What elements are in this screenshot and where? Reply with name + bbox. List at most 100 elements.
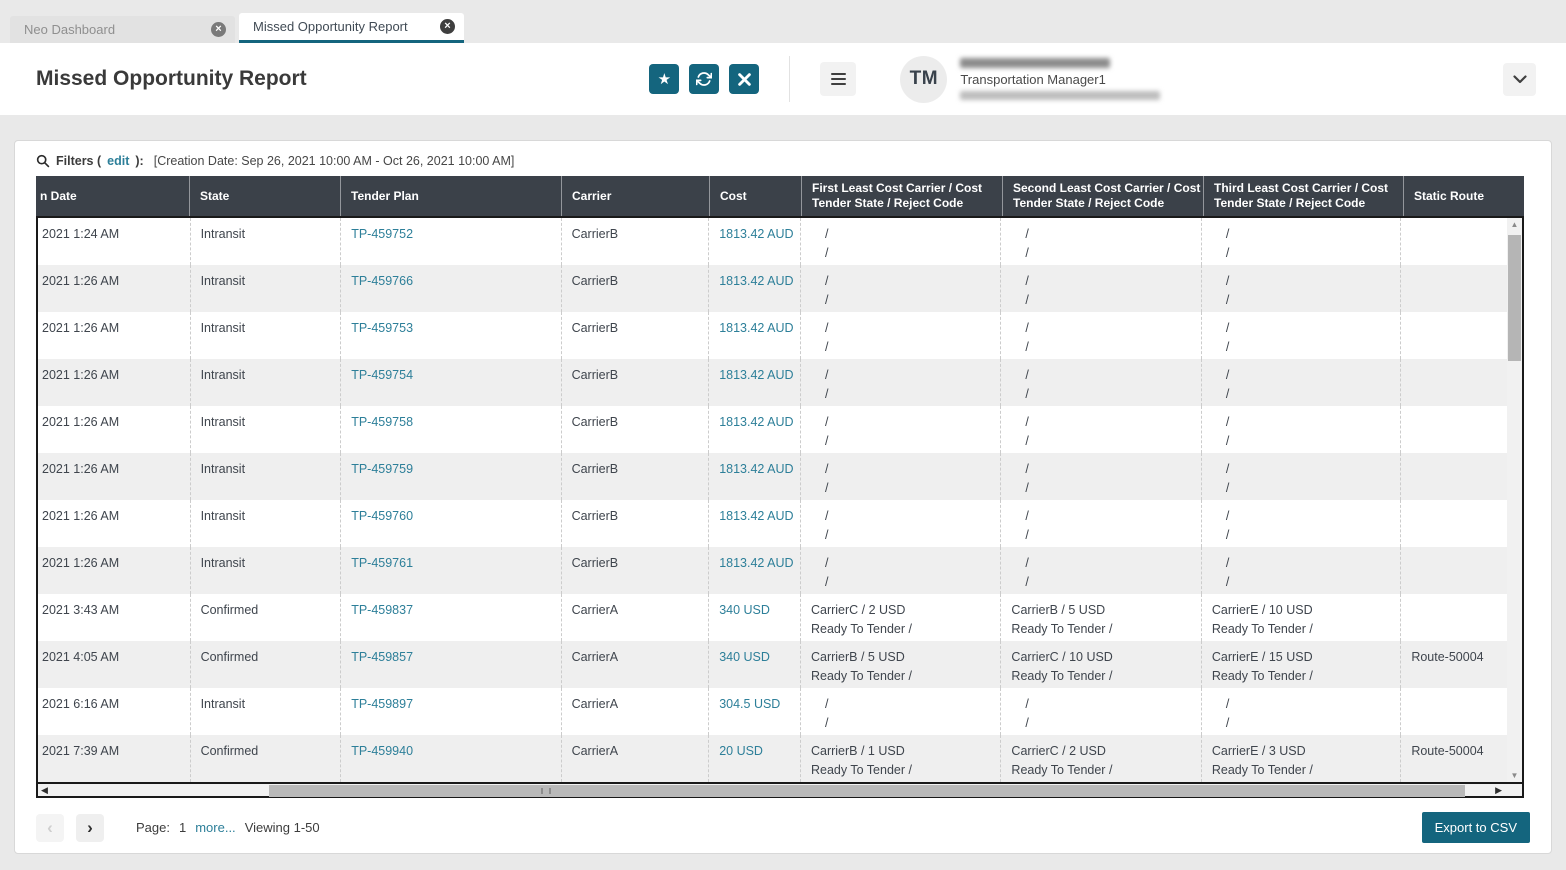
horizontal-scrollbar-thumb[interactable]	[269, 785, 1465, 797]
tab-bar: Neo Dashboard × Missed Opportunity Repor…	[0, 0, 1566, 43]
scroll-up-icon[interactable]: ▲	[1507, 220, 1522, 229]
cost-link[interactable]: 1813.42 AUD	[719, 460, 790, 479]
cell-third: CarrierE / 3 USDReady To Tender /	[1202, 735, 1401, 782]
cell-date: 2021 1:26 AM	[38, 500, 191, 547]
tender_plan-link[interactable]: TP-459857	[351, 648, 550, 667]
cell-third: //	[1202, 688, 1401, 735]
tab-missed-opportunity-report[interactable]: Missed Opportunity Report ×	[239, 13, 464, 43]
cell-cost[interactable]: 1813.42 AUD	[709, 265, 801, 312]
cell-cost[interactable]: 1813.42 AUD	[709, 406, 801, 453]
cell-date: 2021 6:16 AM	[38, 688, 191, 735]
header-divider	[789, 56, 790, 102]
next-page-button[interactable]: ›	[76, 814, 104, 842]
filters-edit-link[interactable]: edit	[107, 154, 129, 168]
pagination-info: Page: 1 more... Viewing 1-50	[136, 820, 320, 835]
tender_plan-link[interactable]: TP-459754	[351, 366, 550, 385]
tender_plan-link[interactable]: TP-459752	[351, 225, 550, 244]
cell-tender_plan[interactable]: TP-459753	[341, 312, 561, 359]
tender_plan-link[interactable]: TP-459761	[351, 554, 550, 573]
cell-third: CarrierE / 10 USDReady To Tender /	[1202, 594, 1401, 641]
cell-tender_plan[interactable]: TP-459758	[341, 406, 561, 453]
cell-cost[interactable]: 1813.42 AUD	[709, 453, 801, 500]
cell-second: //	[1001, 406, 1201, 453]
tender_plan-link[interactable]: TP-459940	[351, 742, 550, 761]
tab-close-icon[interactable]: ×	[440, 19, 455, 34]
cell-tender_plan[interactable]: TP-459754	[341, 359, 561, 406]
user-menu-button[interactable]	[1503, 63, 1536, 96]
report-card: Filters (edit): [Creation Date: Sep 26, …	[14, 140, 1552, 854]
favorite-star-icon: ★	[658, 70, 671, 88]
tender_plan-link[interactable]: TP-459837	[351, 601, 550, 620]
cell-cost[interactable]: 1813.42 AUD	[709, 359, 801, 406]
cell-first: CarrierB / 1 USDReady To Tender /	[801, 735, 1001, 782]
tender_plan-link[interactable]: TP-459759	[351, 460, 550, 479]
avatar[interactable]: TM	[900, 56, 947, 103]
cell-state: Intransit	[191, 218, 342, 265]
top-bar: Missed Opportunity Report ★ TM Transport…	[0, 43, 1566, 115]
scroll-right-icon[interactable]: ▶	[1495, 784, 1502, 796]
cost-link[interactable]: 340 USD	[719, 648, 790, 667]
more-pages-link[interactable]: more...	[195, 820, 235, 835]
scroll-left-icon[interactable]: ◀	[41, 784, 48, 796]
favorite-button[interactable]: ★	[649, 64, 679, 94]
cell-second: //	[1001, 218, 1201, 265]
cost-link[interactable]: 1813.42 AUD	[719, 319, 790, 338]
tender_plan-link[interactable]: TP-459760	[351, 507, 550, 526]
cell-cost[interactable]: 20 USD	[709, 735, 801, 782]
cost-link[interactable]: 1813.42 AUD	[719, 225, 790, 244]
vertical-scrollbar-thumb[interactable]	[1508, 235, 1521, 361]
cell-first: //	[801, 406, 1001, 453]
cell-tender_plan[interactable]: TP-459897	[341, 688, 561, 735]
cost-link[interactable]: 1813.42 AUD	[719, 554, 790, 573]
tab-close-icon[interactable]: ×	[211, 22, 226, 37]
cost-link[interactable]: 20 USD	[719, 742, 790, 761]
cell-carrier: CarrierA	[562, 688, 710, 735]
user-info: Transportation Manager1	[960, 58, 1160, 100]
tab-neo-dashboard[interactable]: Neo Dashboard ×	[10, 16, 235, 43]
cell-first: //	[801, 453, 1001, 500]
cell-tender_plan[interactable]: TP-459760	[341, 500, 561, 547]
cost-link[interactable]: 304.5 USD	[719, 695, 790, 714]
vertical-scrollbar[interactable]: ▲ ▼	[1507, 218, 1522, 782]
export-to-csv-button[interactable]: Export to CSV	[1422, 812, 1530, 843]
cell-date: 2021 1:26 AM	[38, 312, 191, 359]
tender_plan-link[interactable]: TP-459753	[351, 319, 550, 338]
cost-link[interactable]: 1813.42 AUD	[719, 272, 790, 291]
tender_plan-link[interactable]: TP-459897	[351, 695, 550, 714]
cost-link[interactable]: 1813.42 AUD	[719, 507, 790, 526]
cell-cost[interactable]: 1813.42 AUD	[709, 547, 801, 594]
cost-link[interactable]: 1813.42 AUD	[719, 366, 790, 385]
close-report-button[interactable]	[729, 64, 759, 94]
tender_plan-link[interactable]: TP-459758	[351, 413, 550, 432]
cell-static_route	[1401, 594, 1522, 641]
refresh-button[interactable]	[689, 64, 719, 94]
cell-tender_plan[interactable]: TP-459752	[341, 218, 561, 265]
cost-link[interactable]: 1813.42 AUD	[719, 413, 790, 432]
cell-cost[interactable]: 340 USD	[709, 594, 801, 641]
table-header-row: n DateStateTender PlanCarrierCostFirst L…	[36, 176, 1524, 216]
horizontal-scrollbar[interactable]: ◀ ▶	[38, 782, 1522, 796]
cell-tender_plan[interactable]: TP-459940	[341, 735, 561, 782]
cell-tender_plan[interactable]: TP-459837	[341, 594, 561, 641]
cell-date: 2021 1:24 AM	[38, 218, 191, 265]
cell-cost[interactable]: 1813.42 AUD	[709, 218, 801, 265]
scroll-down-icon[interactable]: ▼	[1507, 771, 1522, 780]
cell-tender_plan[interactable]: TP-459857	[341, 641, 561, 688]
cell-first: //	[801, 500, 1001, 547]
tender_plan-link[interactable]: TP-459766	[351, 272, 550, 291]
cell-state: Intransit	[191, 453, 342, 500]
menu-button[interactable]	[820, 62, 856, 96]
previous-page-button[interactable]: ‹	[36, 814, 64, 842]
cell-cost[interactable]: 340 USD	[709, 641, 801, 688]
cell-cost[interactable]: 1813.42 AUD	[709, 500, 801, 547]
cell-tender_plan[interactable]: TP-459766	[341, 265, 561, 312]
table-row: 2021 1:26 AMIntransitTP-459754CarrierB18…	[38, 359, 1522, 406]
search-icon	[36, 154, 50, 168]
cell-cost[interactable]: 1813.42 AUD	[709, 312, 801, 359]
cell-cost[interactable]: 304.5 USD	[709, 688, 801, 735]
cell-tender_plan[interactable]: TP-459761	[341, 547, 561, 594]
cost-link[interactable]: 340 USD	[719, 601, 790, 620]
cell-first: //	[801, 547, 1001, 594]
cell-third: //	[1202, 453, 1401, 500]
cell-tender_plan[interactable]: TP-459759	[341, 453, 561, 500]
